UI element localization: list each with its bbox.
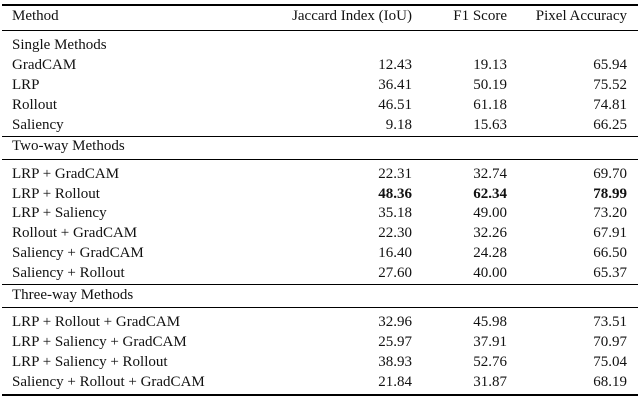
table-row: Saliency 9.18 15.63 66.25	[2, 116, 638, 136]
method-cell: Rollout	[12, 97, 58, 113]
section-rule	[2, 136, 638, 137]
header-iou: Jaccard Index (IoU)	[292, 8, 412, 24]
table-row: LRP + Rollout 48.36 62.34 78.99	[2, 185, 638, 205]
table-row: LRP + Saliency + Rollout 38.93 52.76 75.04	[2, 353, 638, 373]
f1-cell: 49.00	[473, 205, 507, 221]
top-rule	[2, 4, 638, 6]
method-cell: LRP + Rollout	[12, 186, 100, 202]
method-cell: LRP + GradCAM	[12, 166, 120, 182]
accuracy-cell: 69.70	[593, 166, 627, 182]
accuracy-cell: 65.37	[593, 265, 627, 281]
method-cell: LRP + Rollout + GradCAM	[12, 314, 181, 330]
section-title: Two-way Methods	[12, 138, 125, 154]
iou-cell: 25.97	[378, 334, 412, 350]
accuracy-cell: 78.99	[593, 186, 627, 202]
method-cell: LRP + Saliency + Rollout	[12, 354, 168, 370]
iou-cell: 21.84	[378, 374, 412, 390]
f1-cell: 61.18	[473, 97, 507, 113]
table-row: Rollout 46.51 61.18 74.81	[2, 96, 638, 116]
accuracy-cell: 66.50	[593, 245, 627, 261]
iou-cell: 27.60	[378, 265, 412, 281]
section-rule	[2, 30, 638, 31]
bottom-rule	[2, 394, 638, 396]
table-row: LRP + GradCAM 22.31 32.74 69.70	[2, 165, 638, 185]
method-cell: Rollout + GradCAM	[12, 225, 138, 241]
iou-cell: 35.18	[378, 205, 412, 221]
iou-cell: 9.18	[385, 117, 412, 133]
accuracy-cell: 73.20	[593, 205, 627, 221]
accuracy-cell: 74.81	[593, 97, 627, 113]
table-row: LRP 36.41 50.19 75.52	[2, 76, 638, 96]
section-rule	[2, 284, 638, 285]
table-row: GradCAM 12.43 19.13 65.94	[2, 56, 638, 76]
accuracy-cell: 75.04	[593, 354, 627, 370]
section-title-row: Single Methods	[2, 36, 638, 56]
iou-cell: 32.96	[378, 314, 412, 330]
f1-cell: 45.98	[473, 314, 507, 330]
f1-cell: 62.34	[473, 186, 507, 202]
f1-cell: 37.91	[473, 334, 507, 350]
section-title-row: Two-way Methods	[2, 137, 638, 157]
method-cell: Saliency	[12, 117, 64, 133]
method-cell: LRP + Saliency	[12, 205, 107, 221]
accuracy-cell: 75.52	[593, 77, 627, 93]
f1-cell: 24.28	[473, 245, 507, 261]
f1-cell: 50.19	[473, 77, 507, 93]
iou-cell: 36.41	[378, 77, 412, 93]
table-row: Saliency + GradCAM 16.40 24.28 66.50	[2, 244, 638, 264]
f1-cell: 31.87	[473, 374, 507, 390]
table-row: Saliency + Rollout + GradCAM 21.84 31.87 68…	[2, 373, 638, 393]
accuracy-cell: 73.51	[593, 314, 627, 330]
header-accuracy: Pixel Accuracy	[535, 8, 627, 24]
section-title-row: Three-way Methods	[2, 286, 638, 306]
method-cell: GradCAM	[12, 57, 77, 73]
iou-cell: 48.36	[378, 186, 412, 202]
section-subrule	[2, 159, 638, 160]
accuracy-cell: 67.91	[593, 225, 627, 241]
accuracy-cell: 65.94	[593, 57, 627, 73]
section-title: Three-way Methods	[12, 287, 134, 303]
method-cell: Saliency + Rollout	[12, 265, 125, 281]
accuracy-cell: 70.97	[593, 334, 627, 350]
section-subrule	[2, 307, 638, 308]
iou-cell: 12.43	[378, 57, 412, 73]
iou-cell: 16.40	[378, 245, 412, 261]
table-row: Rollout + GradCAM 22.30 32.26 67.91	[2, 224, 638, 244]
f1-cell: 32.74	[473, 166, 507, 182]
f1-cell: 19.13	[473, 57, 507, 73]
accuracy-cell: 68.19	[593, 374, 627, 390]
iou-cell: 22.31	[378, 166, 412, 182]
table-row: LRP + Rollout + GradCAM 32.96 45.98 73.51	[2, 313, 638, 333]
section-title: Single Methods	[12, 37, 107, 53]
table-row: Saliency + Rollout 27.60 40.00 65.37	[2, 264, 638, 284]
f1-cell: 15.63	[473, 117, 507, 133]
f1-cell: 32.26	[473, 225, 507, 241]
iou-cell: 38.93	[378, 354, 412, 370]
method-cell: Saliency + GradCAM	[12, 245, 144, 261]
header-f1: F1 Score	[453, 8, 507, 24]
header-method: Method	[12, 8, 59, 24]
header-row: Method Jaccard Index (IoU) F1 Score Pixe…	[2, 7, 638, 27]
table-row: LRP + Saliency + GradCAM 25.97 37.91 70.97	[2, 333, 638, 353]
table-row: LRP + Saliency 35.18 49.00 73.20	[2, 204, 638, 224]
iou-cell: 46.51	[378, 97, 412, 113]
iou-cell: 22.30	[378, 225, 412, 241]
method-cell: LRP	[12, 77, 40, 93]
accuracy-cell: 66.25	[593, 117, 627, 133]
method-cell: LRP + Saliency + GradCAM	[12, 334, 187, 350]
f1-cell: 52.76	[473, 354, 507, 370]
method-cell: Saliency + Rollout + GradCAM	[12, 374, 205, 390]
f1-cell: 40.00	[473, 265, 507, 281]
